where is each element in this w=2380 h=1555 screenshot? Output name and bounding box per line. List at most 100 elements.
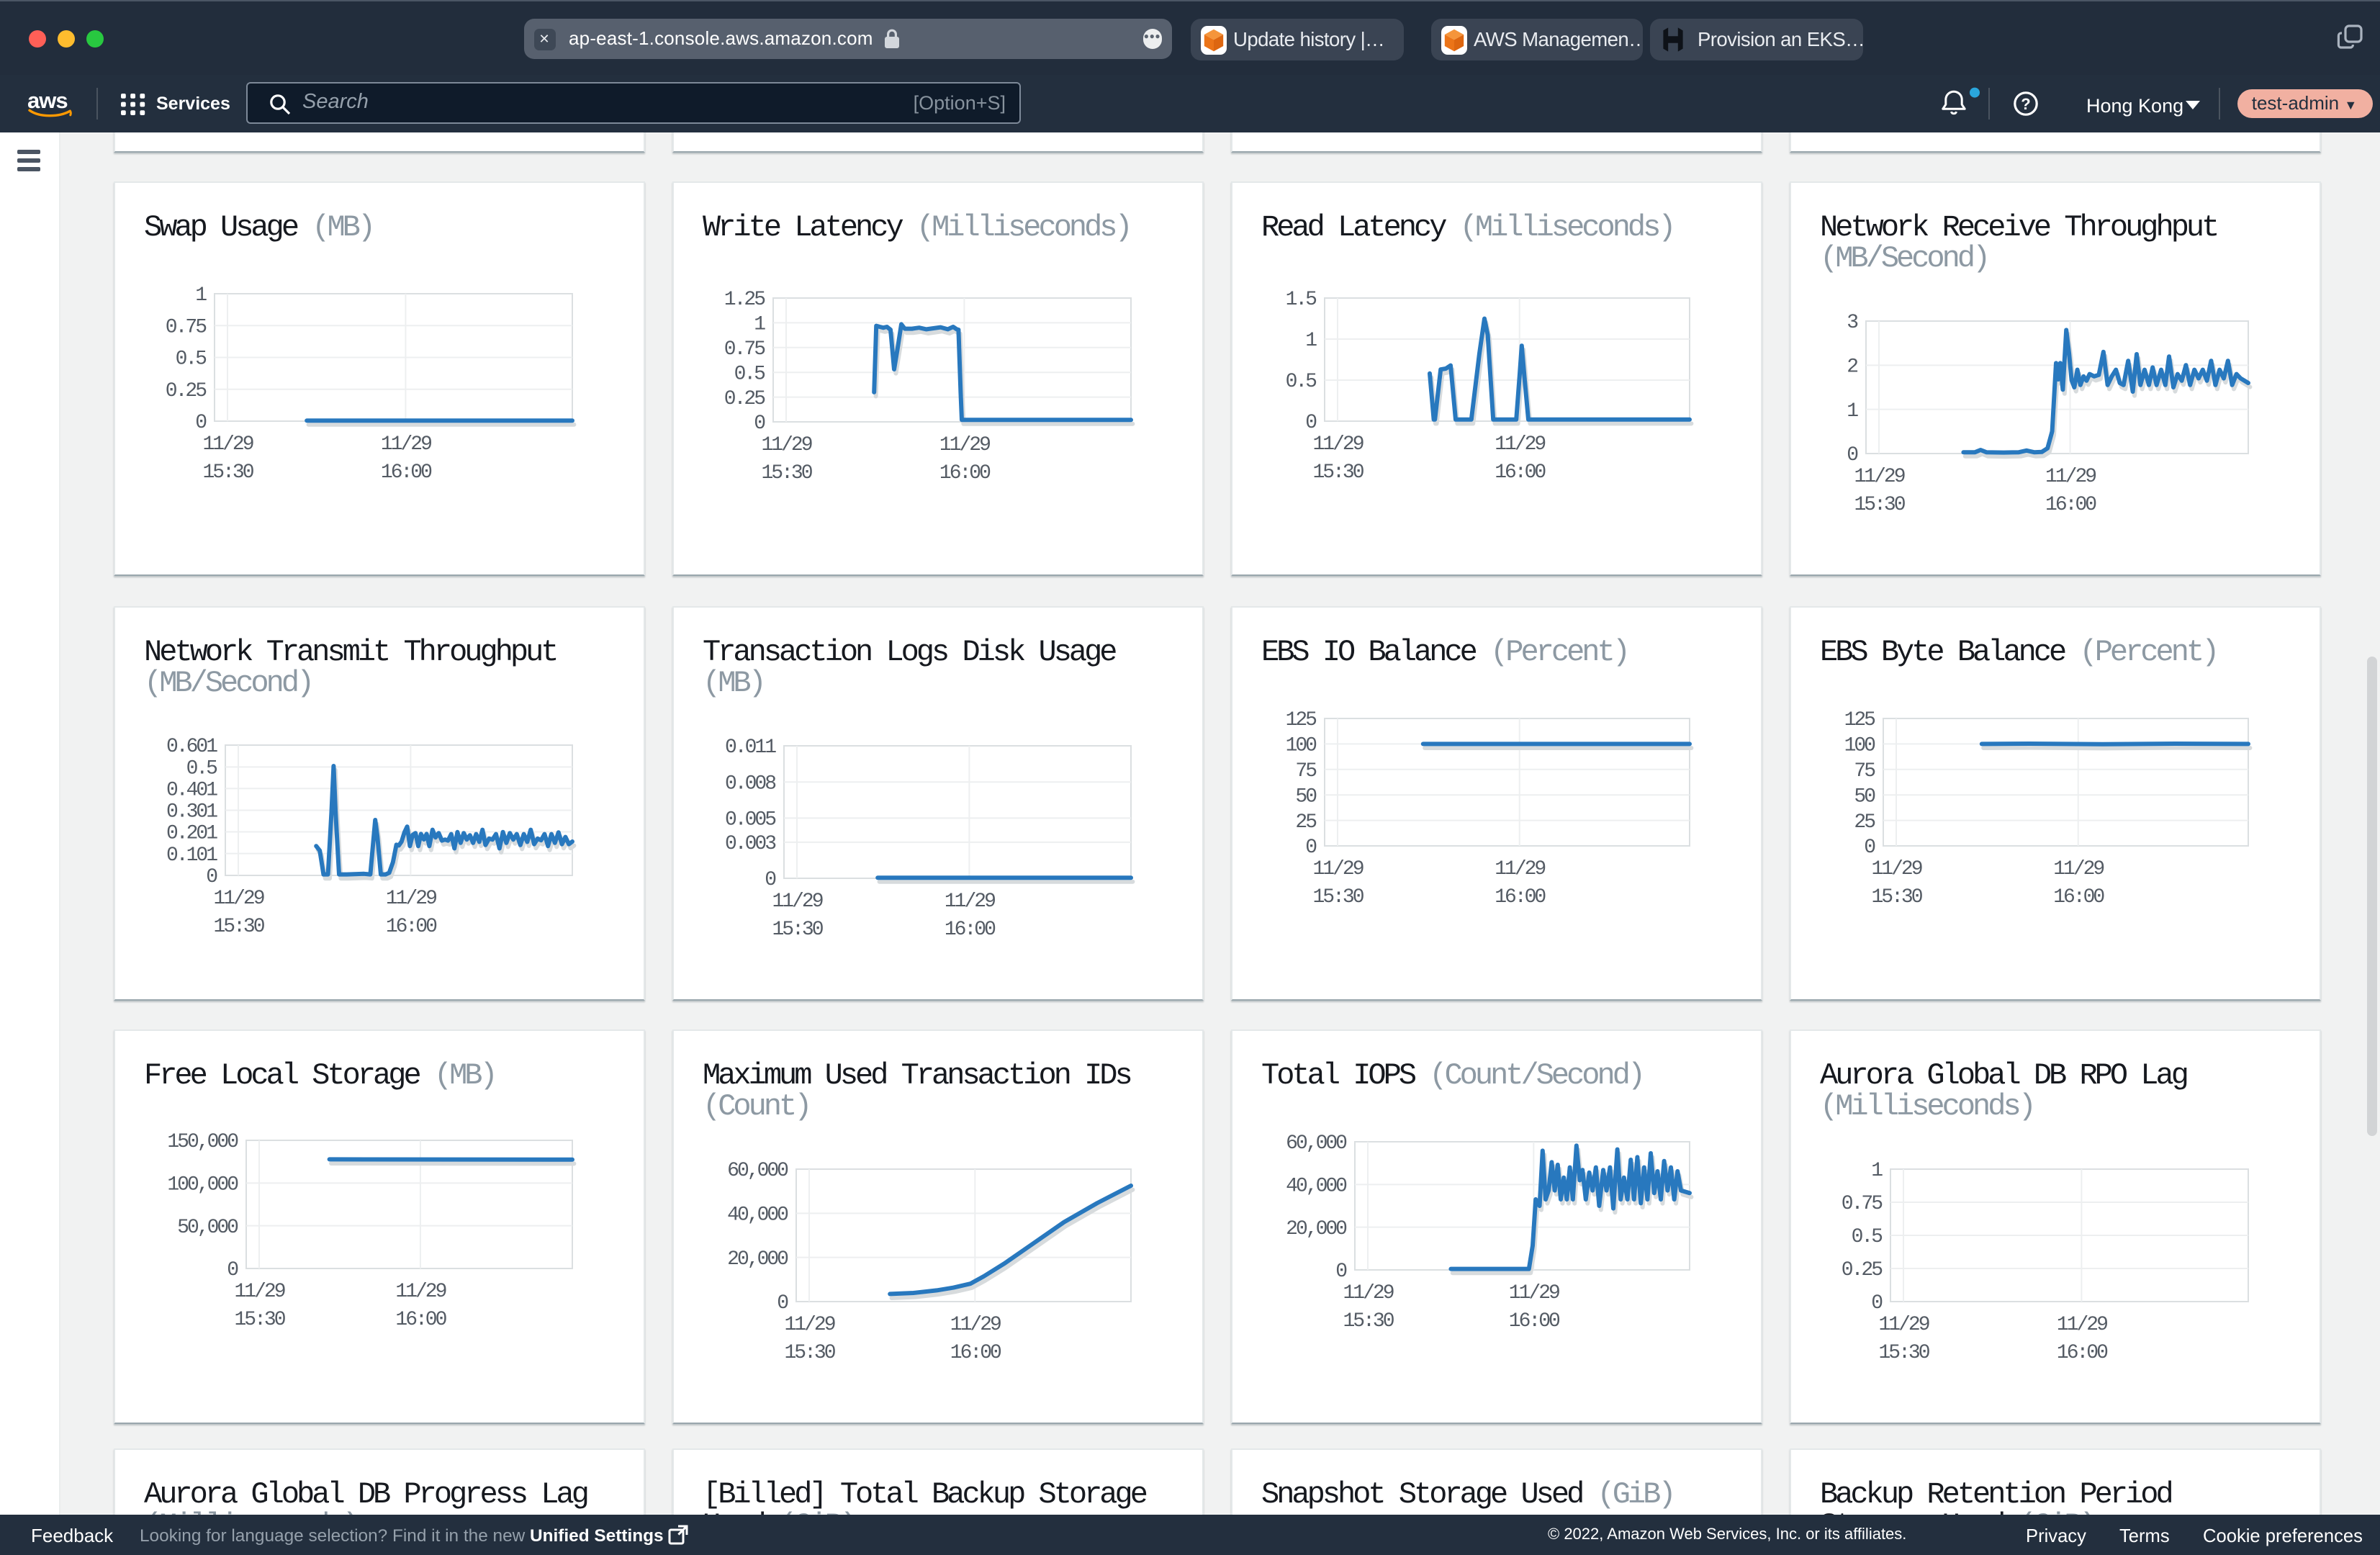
svg-text:16:00: 16:00 bbox=[2057, 1342, 2108, 1364]
svg-text:0.003: 0.003 bbox=[724, 832, 775, 855]
svg-text:0: 0 bbox=[1304, 412, 1316, 434]
svg-text:16:00: 16:00 bbox=[950, 1342, 1001, 1364]
svg-text:11/29: 11/29 bbox=[771, 890, 821, 912]
svg-text:15:30: 15:30 bbox=[202, 461, 253, 484]
svg-text:11/29: 11/29 bbox=[1494, 433, 1544, 456]
svg-text:Aurora Global DB Progress Lag: Aurora Global DB Progress Lag bbox=[143, 1477, 587, 1512]
svg-text:100,000: 100,000 bbox=[166, 1174, 238, 1196]
svg-text:Network Transmit Throughput: Network Transmit Throughput bbox=[143, 634, 556, 669]
svg-text:16:00: 16:00 bbox=[395, 1309, 446, 1331]
svg-text:40,000: 40,000 bbox=[726, 1204, 788, 1227]
svg-text:Transaction Logs Disk Usage: Transaction Logs Disk Usage bbox=[702, 634, 1115, 669]
svg-text:15:30: 15:30 bbox=[1342, 1310, 1393, 1333]
svg-text:16:00: 16:00 bbox=[1508, 1310, 1559, 1333]
svg-text:16:00: 16:00 bbox=[1494, 885, 1545, 908]
svg-text:0.5: 0.5 bbox=[1852, 1226, 1883, 1248]
svg-text:11/29: 11/29 bbox=[380, 433, 431, 456]
svg-text:0: 0 bbox=[1864, 836, 1875, 858]
svg-text:11/29: 11/29 bbox=[385, 887, 436, 909]
svg-text:0.5: 0.5 bbox=[175, 348, 207, 371]
svg-text:?: ? bbox=[2021, 94, 2030, 112]
svg-text:11/29: 11/29 bbox=[1871, 857, 1921, 880]
svg-text:11/29: 11/29 bbox=[1312, 433, 1362, 456]
svg-text:11/29: 11/29 bbox=[783, 1314, 834, 1336]
svg-text:15:30: 15:30 bbox=[233, 1309, 284, 1331]
svg-text:60,000: 60,000 bbox=[726, 1160, 788, 1182]
svg-text:15:30: 15:30 bbox=[783, 1342, 834, 1364]
svg-text:15:30: 15:30 bbox=[212, 915, 263, 937]
svg-text:15:30: 15:30 bbox=[1312, 461, 1363, 484]
svg-text:20,000: 20,000 bbox=[1285, 1218, 1346, 1240]
svg-text:11/29: 11/29 bbox=[1878, 1314, 1929, 1336]
svg-text:Swap Usage (MB): Swap Usage (MB) bbox=[143, 210, 372, 245]
svg-text:1: 1 bbox=[1871, 1160, 1883, 1182]
svg-text:11/29: 11/29 bbox=[202, 433, 252, 456]
svg-text:(Milliseconds): (Milliseconds) bbox=[1820, 1089, 2034, 1124]
svg-text:11/29: 11/29 bbox=[1854, 466, 1904, 488]
svg-text:125: 125 bbox=[1844, 708, 1876, 731]
svg-text:Read Latency (Milliseconds): Read Latency (Milliseconds) bbox=[1261, 210, 1673, 245]
svg-text:11/29: 11/29 bbox=[939, 434, 989, 456]
svg-text:0: 0 bbox=[764, 868, 775, 891]
svg-text:0: 0 bbox=[205, 865, 217, 888]
svg-text:11/29: 11/29 bbox=[760, 434, 811, 456]
svg-text:Write Latency (Milliseconds): Write Latency (Milliseconds) bbox=[702, 210, 1130, 245]
svg-text:15:30: 15:30 bbox=[760, 462, 811, 484]
svg-text:40,000: 40,000 bbox=[1285, 1176, 1346, 1198]
svg-text:0.5: 0.5 bbox=[734, 363, 765, 385]
svg-text:16:00: 16:00 bbox=[385, 915, 436, 937]
svg-text:1: 1 bbox=[753, 314, 765, 336]
svg-text:1.25: 1.25 bbox=[724, 289, 765, 311]
svg-text:11/29: 11/29 bbox=[944, 890, 994, 912]
svg-text:Snapshot Storage Used (GiB): Snapshot Storage Used (GiB) bbox=[1261, 1477, 1673, 1512]
svg-text:0.008: 0.008 bbox=[724, 772, 775, 794]
svg-text:(MB): (MB) bbox=[702, 665, 763, 700]
svg-text:16:00: 16:00 bbox=[944, 918, 995, 940]
svg-text:100: 100 bbox=[1844, 734, 1876, 757]
svg-text:(Count): (Count) bbox=[702, 1089, 808, 1124]
svg-text:0: 0 bbox=[1871, 1292, 1883, 1315]
svg-text:125: 125 bbox=[1285, 708, 1317, 731]
svg-text:0: 0 bbox=[194, 412, 206, 434]
svg-text:Backup Retention Period: Backup Retention Period bbox=[1820, 1477, 2171, 1512]
svg-text:11/29: 11/29 bbox=[950, 1314, 1000, 1336]
svg-text:0: 0 bbox=[1304, 836, 1316, 858]
svg-text:0.5: 0.5 bbox=[186, 757, 217, 780]
svg-text:25: 25 bbox=[1854, 811, 1875, 833]
svg-text:[Billed] Total Backup Storage: [Billed] Total Backup Storage bbox=[702, 1477, 1146, 1512]
svg-text:0.201: 0.201 bbox=[166, 822, 217, 844]
svg-text:0.75: 0.75 bbox=[1842, 1193, 1883, 1215]
svg-text:0: 0 bbox=[1847, 444, 1858, 466]
svg-text:75: 75 bbox=[1294, 760, 1316, 782]
svg-text:0.005: 0.005 bbox=[724, 808, 775, 831]
svg-text:Network Receive Throughput: Network Receive Throughput bbox=[1820, 210, 2217, 245]
svg-text:0.25: 0.25 bbox=[724, 388, 765, 410]
svg-text:0.401: 0.401 bbox=[166, 778, 217, 801]
svg-text:60,000: 60,000 bbox=[1285, 1132, 1346, 1155]
svg-text:0: 0 bbox=[1335, 1261, 1346, 1283]
svg-text:Free Local Storage (MB): Free Local Storage (MB) bbox=[143, 1058, 495, 1093]
svg-text:25: 25 bbox=[1294, 811, 1316, 833]
svg-text:1: 1 bbox=[1304, 330, 1316, 352]
svg-text:0: 0 bbox=[776, 1292, 788, 1315]
svg-text:16:00: 16:00 bbox=[380, 461, 431, 484]
svg-text:aws: aws bbox=[27, 89, 68, 113]
svg-text:Maximum Used Transaction IDs: Maximum Used Transaction IDs bbox=[702, 1058, 1130, 1093]
svg-text:16:00: 16:00 bbox=[1494, 461, 1545, 484]
svg-text:Total IOPS (Count/Second): Total IOPS (Count/Second) bbox=[1261, 1058, 1642, 1093]
svg-text:EBS Byte Balance (Percent): EBS Byte Balance (Percent) bbox=[1820, 634, 2217, 669]
svg-text:16:00: 16:00 bbox=[939, 462, 990, 484]
svg-text:15:30: 15:30 bbox=[1878, 1342, 1929, 1364]
svg-text:50: 50 bbox=[1294, 785, 1316, 807]
svg-text:1.5: 1.5 bbox=[1285, 289, 1317, 311]
svg-text:0.601: 0.601 bbox=[166, 735, 217, 757]
svg-text:0.25: 0.25 bbox=[165, 380, 206, 402]
svg-text:11/29: 11/29 bbox=[395, 1281, 445, 1303]
svg-text:11/29: 11/29 bbox=[2057, 1314, 2107, 1336]
svg-text:0.75: 0.75 bbox=[165, 316, 206, 338]
svg-text:11/29: 11/29 bbox=[2045, 466, 2096, 488]
svg-text:(MB/Second): (MB/Second) bbox=[1820, 241, 1988, 276]
svg-text:1: 1 bbox=[194, 284, 206, 307]
svg-text:11/29: 11/29 bbox=[1508, 1282, 1559, 1304]
svg-text:50: 50 bbox=[1854, 785, 1875, 807]
